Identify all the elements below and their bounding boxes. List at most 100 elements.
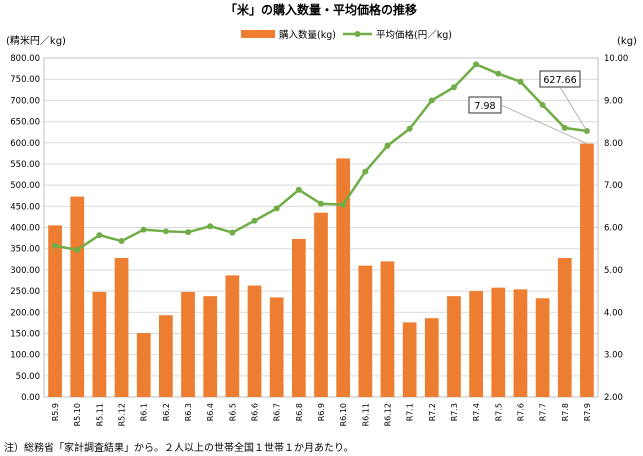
bar xyxy=(580,143,594,397)
line-point xyxy=(74,246,81,253)
chart-title: 「米」の購入数量・平均価格の推移 xyxy=(225,2,417,17)
left-tick-label: 600.00 xyxy=(10,139,40,149)
right-tick-label: 8.00 xyxy=(604,139,623,149)
x-tick-label: R6.7 xyxy=(273,403,282,421)
x-tick-label: R7.4 xyxy=(472,403,481,421)
left-tick-label: 750.00 xyxy=(10,75,40,85)
right-tick-label: 3.00 xyxy=(604,351,623,361)
bar xyxy=(269,297,284,397)
bar xyxy=(291,238,306,397)
line-point xyxy=(473,61,480,68)
x-tick-label: R6.5 xyxy=(228,403,237,421)
price-callout-leader xyxy=(559,86,588,132)
bar xyxy=(114,258,129,397)
line-point xyxy=(96,232,103,239)
bar xyxy=(203,296,218,397)
line-point xyxy=(450,84,457,91)
left-tick-label: 400.00 xyxy=(10,224,40,234)
callouts: 627.66 7.98 xyxy=(468,70,588,144)
line-point xyxy=(273,205,280,212)
line-point xyxy=(539,102,546,109)
line-point xyxy=(340,201,347,208)
x-tick-label: R7.2 xyxy=(428,403,437,421)
left-tick-label: 300.00 xyxy=(10,266,40,276)
x-tick-label: R7.7 xyxy=(539,403,548,421)
quantity-callout-leader xyxy=(500,104,588,144)
line-point xyxy=(428,97,435,104)
left-tick-label: 350.00 xyxy=(10,245,40,255)
bar xyxy=(247,285,262,397)
right-tick-label: 9.00 xyxy=(604,96,623,106)
x-tick-label: R7.8 xyxy=(561,403,570,421)
bar xyxy=(159,315,173,397)
left-tick-label: 450.00 xyxy=(10,202,40,212)
bar xyxy=(513,289,528,397)
x-tick-label: R6.11 xyxy=(361,403,370,426)
left-axis-ticks: 0.00 50.00 100.00 150.00 200.00 250.00 300.00 3… xyxy=(10,54,40,403)
left-tick-label: 650.00 xyxy=(10,118,40,128)
line-point xyxy=(384,142,391,149)
right-tick-label: 10.00 xyxy=(604,54,628,64)
bar xyxy=(336,158,351,397)
x-tick-label: R7.3 xyxy=(450,403,459,421)
x-tick-label: R6.9 xyxy=(317,403,326,421)
left-tick-label: 500.00 xyxy=(10,181,40,191)
x-tick-label: R6.1 xyxy=(140,403,149,421)
line-point xyxy=(229,229,236,236)
left-axis-unit: (精米円／kg) xyxy=(6,34,66,47)
x-tick-label: R7.1 xyxy=(406,403,415,421)
bar xyxy=(48,225,62,397)
line-point xyxy=(207,223,214,230)
x-tick-label: R5.10 xyxy=(73,403,82,426)
right-tick-label: 5.00 xyxy=(604,266,623,276)
line-point xyxy=(140,226,147,233)
bar xyxy=(447,296,461,397)
gridlines xyxy=(43,57,599,398)
price-callout-label: 627.66 xyxy=(543,75,576,86)
bar xyxy=(557,258,572,397)
x-tick-label: R7.6 xyxy=(516,403,525,421)
right-tick-label: 4.00 xyxy=(604,308,623,318)
bar xyxy=(491,287,506,397)
x-tick-label: R6.2 xyxy=(162,403,171,421)
left-tick-label: 150.00 xyxy=(10,329,40,339)
bar xyxy=(469,291,483,397)
x-tick-label: R7.9 xyxy=(583,403,592,421)
x-tick-label: R6.4 xyxy=(206,403,215,421)
legend-line-marker xyxy=(354,31,361,37)
x-tick-label: R5.11 xyxy=(95,403,104,426)
quantity-callout-label: 7.98 xyxy=(474,101,495,112)
right-tick-label: 7.00 xyxy=(604,181,623,191)
x-tick-label: R5.12 xyxy=(118,403,127,426)
line-point xyxy=(118,238,125,245)
bar xyxy=(402,322,417,397)
bar xyxy=(136,333,151,397)
footnote: 注）総務省「家計調査結果」から。２人以上の世帯全国１世帯１か月あたり。 xyxy=(4,441,354,454)
left-tick-label: 700.00 xyxy=(10,96,40,106)
line-point xyxy=(185,229,192,236)
bar xyxy=(225,275,240,397)
bar xyxy=(424,318,439,397)
x-tick-label: R6.8 xyxy=(295,403,304,421)
line-point xyxy=(318,200,324,207)
right-axis-unit: (kg) xyxy=(617,36,637,47)
bar xyxy=(181,291,195,397)
bar xyxy=(70,196,85,397)
left-tick-label: 100.00 xyxy=(10,351,40,361)
bar xyxy=(380,261,395,397)
line-point xyxy=(295,186,302,193)
right-tick-label: 6.00 xyxy=(604,224,623,234)
legend: 購入数量(kg) 平均価格(円／kg) xyxy=(241,29,452,41)
x-axis-ticks: R5.9 R5.10 R5.11 R5.12 R6.1 R6.2 R6.3 R6.4 R6.5 R… xyxy=(51,403,592,426)
x-tick-label: R7.5 xyxy=(494,403,503,421)
left-tick-label: 250.00 xyxy=(10,287,40,297)
legend-bar-label: 購入数量(kg) xyxy=(279,29,336,41)
line-point xyxy=(162,228,169,235)
legend-line-label: 平均価格(円／kg) xyxy=(376,29,452,41)
left-tick-label: 0.00 xyxy=(21,393,40,403)
x-tick-label: R6.12 xyxy=(383,403,392,426)
x-tick-label: R6.10 xyxy=(339,403,348,426)
bar xyxy=(535,298,550,397)
x-tick-label: R6.3 xyxy=(184,403,193,421)
